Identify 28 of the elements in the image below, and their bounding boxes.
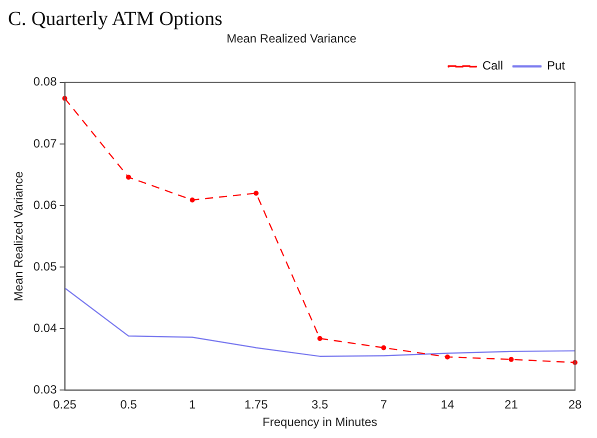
point [444,354,450,360]
x-tick-label: 0.25 [53,398,77,412]
point [126,174,132,180]
y-tick-label: 0.08 [33,74,58,89]
x-tick-label: 21 [504,398,518,412]
x-tick-label: 1 [188,398,196,412]
point [508,356,514,362]
point [381,345,386,350]
y-tick-label: 0.06 [33,198,58,212]
chart-title: Mean Realized Variance [226,32,357,46]
y-axis-title: Mean Realized Variance [12,171,26,302]
legend-label: Put [546,58,566,73]
x-axis-title: Frequency in Minutes [262,415,378,430]
x-tick-label: 3.5 [312,398,329,412]
point [190,197,195,202]
y-tick-label: 0.03 [33,382,58,397]
x-tick-label: 7 [380,398,388,412]
x-tick-label: 14 [440,398,454,412]
text: C. Quarterly ATM Options [8,8,224,30]
point [317,336,322,341]
x-tick-label: 1.75 [244,398,268,412]
y-tick-label: 0.07 [33,136,58,150]
x-tick-label: 0.5 [120,398,138,412]
point [254,190,259,196]
x-tick-label: 28 [568,398,582,412]
y-tick-label: 0.05 [33,259,58,274]
y-tick-label: 0.04 [33,320,58,335]
legend-label: Call [482,58,503,73]
